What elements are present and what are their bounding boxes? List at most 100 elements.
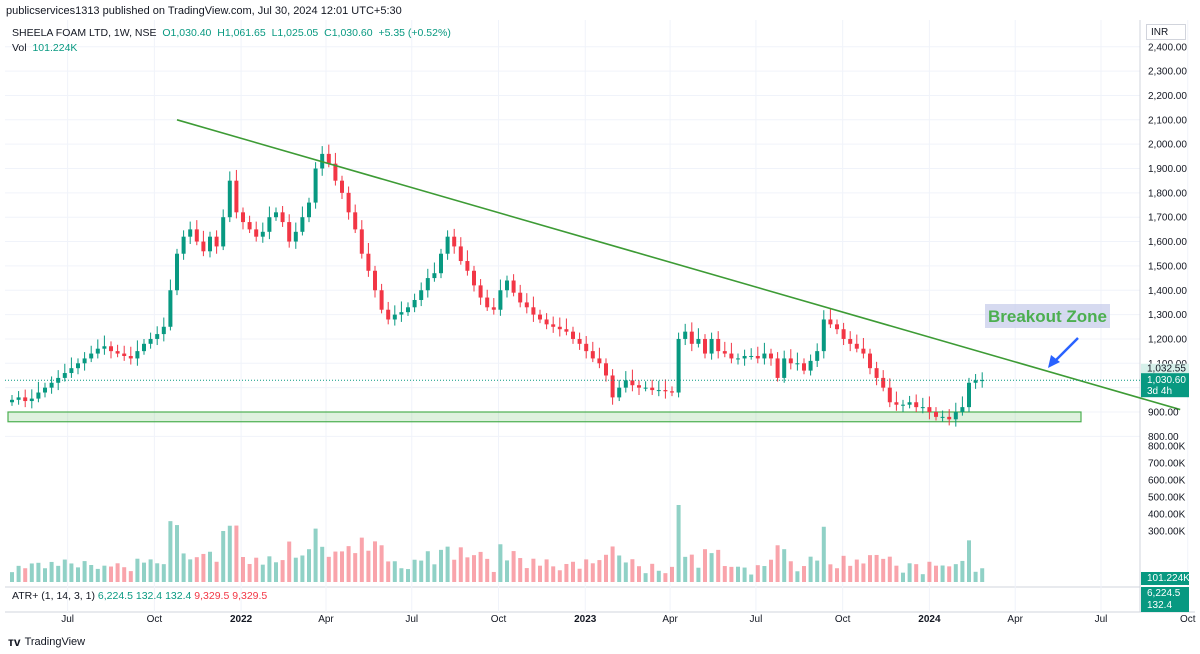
upper-price-label-bg	[1141, 363, 1189, 376]
volume-bar	[749, 574, 754, 582]
candle-body	[670, 391, 674, 393]
candle-body	[254, 229, 259, 237]
candle-body	[452, 236, 457, 247]
volume-bar	[947, 566, 952, 582]
price-tick-label: 1,600.00	[1148, 237, 1187, 248]
candle-body	[716, 338, 721, 352]
volume-bar	[392, 561, 397, 582]
candle-body	[505, 280, 509, 291]
published-header: publicservices1313 published on TradingV…	[6, 5, 402, 17]
candle-body	[901, 404, 905, 406]
time-tick-label: Apr	[662, 614, 678, 625]
volume-bar	[247, 563, 252, 582]
candle-body	[333, 163, 338, 181]
volume-bar	[795, 571, 800, 582]
atr-value-1: 6,224.5	[97, 590, 133, 602]
volume-bar	[650, 563, 655, 582]
volume-bar	[208, 551, 212, 582]
volume-label[interactable]: Vol	[12, 42, 27, 54]
tradingview-brand: TradingView	[24, 636, 86, 648]
candle-body	[274, 212, 278, 218]
candle-body	[650, 387, 655, 391]
volume-bar	[214, 561, 219, 582]
candle-body	[307, 202, 311, 218]
volume-bar	[43, 568, 47, 582]
volume-bar	[293, 557, 298, 582]
volume-bar	[419, 560, 424, 582]
trendline	[176, 119, 1181, 411]
volume-bar	[518, 558, 523, 582]
volume-bar	[412, 559, 417, 582]
volume-bar	[62, 559, 67, 582]
volume-bar	[564, 563, 569, 582]
volume-bar	[980, 568, 985, 582]
candle-body	[373, 270, 377, 291]
candle-body	[353, 212, 358, 230]
volume-bar	[432, 564, 437, 582]
candle-body	[874, 368, 879, 378]
candle-body	[637, 385, 641, 388]
volume-bar	[676, 504, 681, 582]
candle-body	[10, 399, 14, 403]
candle-body	[782, 358, 787, 378]
time-tick-label: Jul	[405, 614, 418, 625]
candle-body	[300, 217, 305, 232]
volume-bar	[703, 549, 707, 582]
arrow-icon	[1048, 355, 1060, 368]
candle-body	[663, 390, 668, 392]
volume-bar	[544, 559, 549, 582]
candle-body	[148, 338, 153, 344]
candle-body	[445, 236, 450, 254]
candle-body	[43, 387, 47, 393]
candle-body	[795, 363, 800, 365]
volume-bar	[241, 557, 245, 582]
volume-bar	[274, 562, 278, 582]
support-zone	[7, 411, 1082, 423]
breakout-zone-label: Breakout Zone	[988, 307, 1107, 326]
volume-bar	[775, 545, 780, 582]
candle-body	[419, 290, 424, 300]
volume-bar	[122, 567, 127, 582]
symbol-title[interactable]: SHEELA FOAM LTD, 1W, NSE	[12, 27, 157, 39]
volume-bar	[610, 546, 615, 582]
volume-bar	[227, 525, 232, 582]
volume-bar	[960, 560, 965, 582]
atr-indicator-name[interactable]: ATR+ (1, 14, 3, 1)	[12, 590, 95, 602]
candle-body	[696, 338, 701, 344]
volume-bar	[175, 525, 179, 582]
candle-body	[538, 314, 542, 320]
atr-axis-label-2: 132.4	[1147, 600, 1172, 611]
volume-bar	[260, 564, 265, 582]
candle-body	[280, 212, 285, 223]
candle-body	[478, 285, 483, 298]
candle-body	[815, 351, 820, 361]
volume-bar	[406, 569, 410, 582]
volume-bar	[689, 554, 694, 582]
volume-bar	[821, 526, 826, 582]
volume-bar	[617, 555, 622, 582]
candle-body	[967, 382, 971, 408]
price-tick-label: 1,500.00	[1148, 261, 1187, 272]
candle-body	[551, 324, 556, 327]
candle-body	[359, 229, 364, 254]
volume-bar	[716, 549, 721, 582]
atr-axis-label: 6,224.5	[1147, 588, 1181, 599]
candle-body	[643, 387, 648, 389]
volume-bar	[491, 571, 496, 582]
volume-bar	[76, 567, 80, 582]
volume-bar	[815, 560, 820, 582]
candle-body	[36, 392, 41, 399]
volume-bar	[696, 567, 701, 582]
volume-bar	[359, 537, 364, 582]
volume-bar	[36, 562, 41, 582]
volume-bar	[524, 568, 529, 582]
volume-bar	[934, 565, 938, 582]
volume-bar	[584, 559, 589, 582]
volume-bar	[788, 561, 793, 582]
volume-bar	[23, 568, 28, 582]
candle-body	[557, 326, 562, 330]
volume-bar	[808, 556, 813, 582]
currency-label[interactable]: INR	[1146, 24, 1186, 40]
